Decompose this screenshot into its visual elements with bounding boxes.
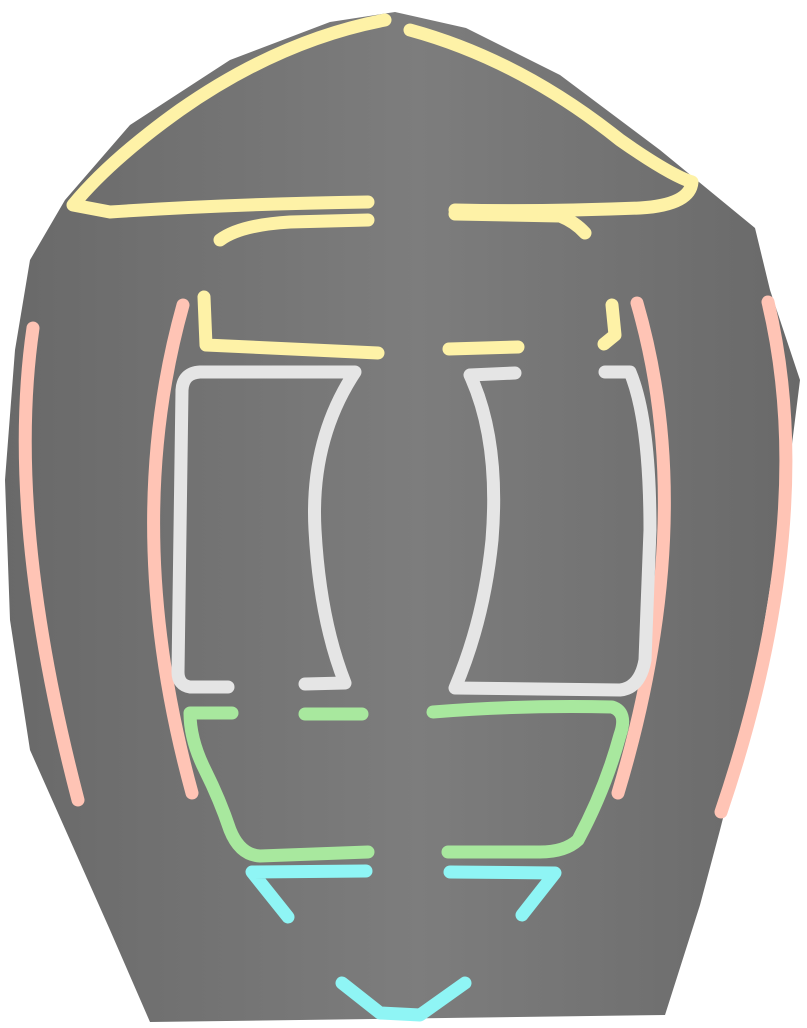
salmon-arc-outer-right (714, 295, 793, 819)
green-strokes (183, 700, 630, 863)
green-cup-left (183, 706, 375, 863)
gray-bracket-left (171, 365, 362, 694)
salmon-arc-inner-left (147, 298, 199, 800)
cyan-strokes (245, 864, 562, 1022)
light-gray-strokes (171, 365, 657, 697)
yellow-dash-center (442, 340, 525, 356)
body-silhouette (5, 12, 800, 1022)
yellow-brow-left (213, 213, 375, 247)
yellow-brow-right (448, 207, 592, 240)
salmon-arc-inner-right (611, 296, 671, 800)
green-cup-right (426, 700, 630, 859)
yellow-bracket-right (597, 298, 622, 351)
cyan-mark-right (443, 865, 562, 922)
cyan-chin-mark (335, 976, 472, 1022)
salmon-strokes (18, 295, 793, 819)
yellow-strokes (66, 13, 699, 360)
yellow-top-triangle-left (66, 13, 392, 219)
yellow-top-triangle-right (403, 23, 699, 218)
yellow-bracket-left (197, 290, 385, 360)
cyan-mark-left (245, 864, 373, 924)
salmon-arc-outer-left (18, 321, 85, 807)
gray-bracket-right (448, 365, 657, 697)
